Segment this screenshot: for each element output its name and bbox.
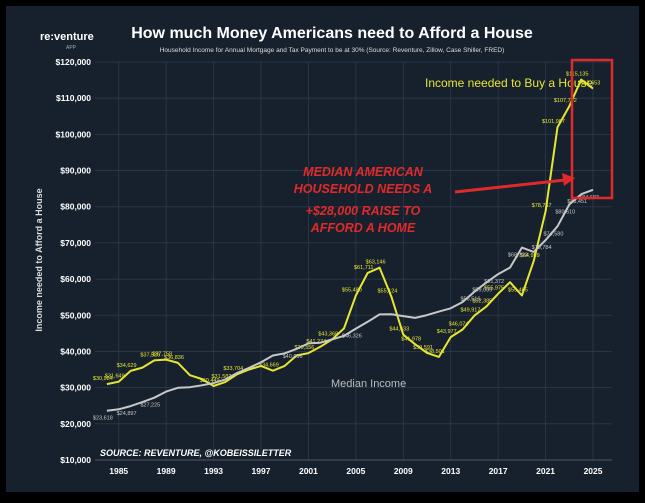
data-label: $59,039	[472, 288, 492, 294]
x-tick-label: 1993	[204, 466, 223, 476]
data-label: $41,978	[401, 336, 421, 342]
data-label: $33,704	[223, 366, 243, 372]
x-tick-label: 2017	[489, 466, 508, 476]
brand-sub: APP	[66, 45, 77, 51]
x-tick-label: 2025	[584, 466, 603, 476]
data-label: $34,669	[259, 363, 279, 369]
data-label: $40,696	[283, 354, 303, 360]
y-axis-label: Income needed to Afford a House	[34, 188, 44, 331]
data-label: $55,465	[508, 287, 528, 293]
data-label: $46,326	[342, 334, 362, 340]
brand: re:venture	[40, 31, 94, 43]
data-label: $68,703	[508, 253, 528, 259]
x-tick-label: 2005	[346, 466, 365, 476]
x-tick-label: 1989	[157, 466, 176, 476]
data-label: $80,610	[555, 210, 575, 216]
data-label: $37,758	[152, 352, 172, 358]
data-label: $56,516	[461, 297, 481, 303]
series-line	[106, 188, 594, 412]
data-label: $27,225	[140, 403, 160, 409]
data-label: $64,959	[520, 253, 540, 259]
y-tick-label: $20,000	[60, 419, 91, 429]
y-tick-label: $100,000	[56, 129, 92, 139]
y-tick-label: $40,000	[60, 346, 91, 356]
data-label: $23,618	[93, 416, 113, 422]
data-label: $55,480	[342, 287, 362, 293]
callout: HOUSEHOLD NEEDS A	[294, 182, 432, 196]
callout: AFFORD A HOME	[310, 221, 416, 235]
x-tick-label: 2013	[441, 466, 460, 476]
data-label: $52,385	[472, 299, 492, 305]
data-label: $30,984	[93, 376, 113, 382]
data-label: $107,792	[554, 98, 577, 104]
data-label: $36,836	[164, 355, 184, 361]
data-label: $43,977	[437, 329, 457, 335]
x-tick-label: 1997	[252, 466, 271, 476]
data-label: $41,274	[306, 339, 326, 345]
x-tick-label: 1985	[109, 466, 128, 476]
data-label: $31,649	[105, 374, 125, 380]
y-tick-label: $60,000	[60, 274, 91, 284]
data-label: $101,987	[542, 119, 565, 125]
series-line	[106, 78, 594, 387]
y-tick-label: $110,000	[56, 93, 91, 103]
data-label: $34,629	[117, 363, 137, 369]
arrow	[454, 178, 566, 194]
data-label: $39,556	[294, 345, 314, 351]
data-label: $38,501	[425, 349, 445, 355]
highlight-box	[570, 58, 614, 200]
data-label: $30,449	[200, 378, 220, 384]
data-label: $37,526	[140, 352, 160, 358]
callout: +$28,000 RAISE TO	[306, 204, 421, 218]
data-label: $44,633	[389, 327, 409, 333]
data-label: $63,146	[366, 260, 386, 266]
chart-subtitle: Household Income for Annual Mortgage and…	[160, 47, 505, 54]
y-tick-label: $80,000	[60, 202, 91, 212]
data-label: $55,975	[484, 286, 504, 292]
y-tick-label: $70,000	[60, 238, 91, 248]
data-label: $49,917	[461, 308, 481, 314]
data-label: $70,784	[532, 245, 552, 251]
callout: MEDIAN AMERICAN	[303, 165, 424, 179]
x-tick-label: 2009	[394, 466, 413, 476]
y-tick-label: $50,000	[60, 310, 91, 320]
data-label: $61,711	[354, 265, 373, 271]
arrow-head	[562, 173, 575, 186]
data-label: $74,580	[544, 231, 564, 237]
data-label: $31,582	[211, 374, 231, 380]
data-label: $55,124	[377, 289, 397, 295]
y-tick-label: $10,000	[60, 455, 91, 465]
series-label: Income needed to Buy a House	[425, 76, 593, 90]
data-label: $39,591	[413, 345, 433, 351]
data-label: $115,135	[566, 72, 589, 78]
x-tick-label: 2021	[536, 466, 555, 476]
x-tick-label: 2001	[299, 466, 318, 476]
chart-title: How much Money Americans need to Afford …	[131, 25, 533, 42]
y-tick-label: $120,000	[56, 57, 92, 67]
y-tick-label: $90,000	[60, 166, 91, 176]
data-label: $78,767	[532, 203, 552, 209]
data-label: $112,653	[578, 81, 601, 87]
data-label: $46,074	[449, 321, 469, 327]
data-label: $24,897	[117, 411, 137, 417]
data-label: $83,451	[567, 199, 587, 205]
series-label: Median Income	[331, 378, 406, 390]
data-label: $61,372	[484, 279, 504, 285]
y-tick-label: $30,000	[60, 383, 91, 393]
source: SOURCE: REVENTURE, @KOBEISSILETTER	[100, 448, 292, 458]
data-label: $43,368	[318, 331, 338, 337]
